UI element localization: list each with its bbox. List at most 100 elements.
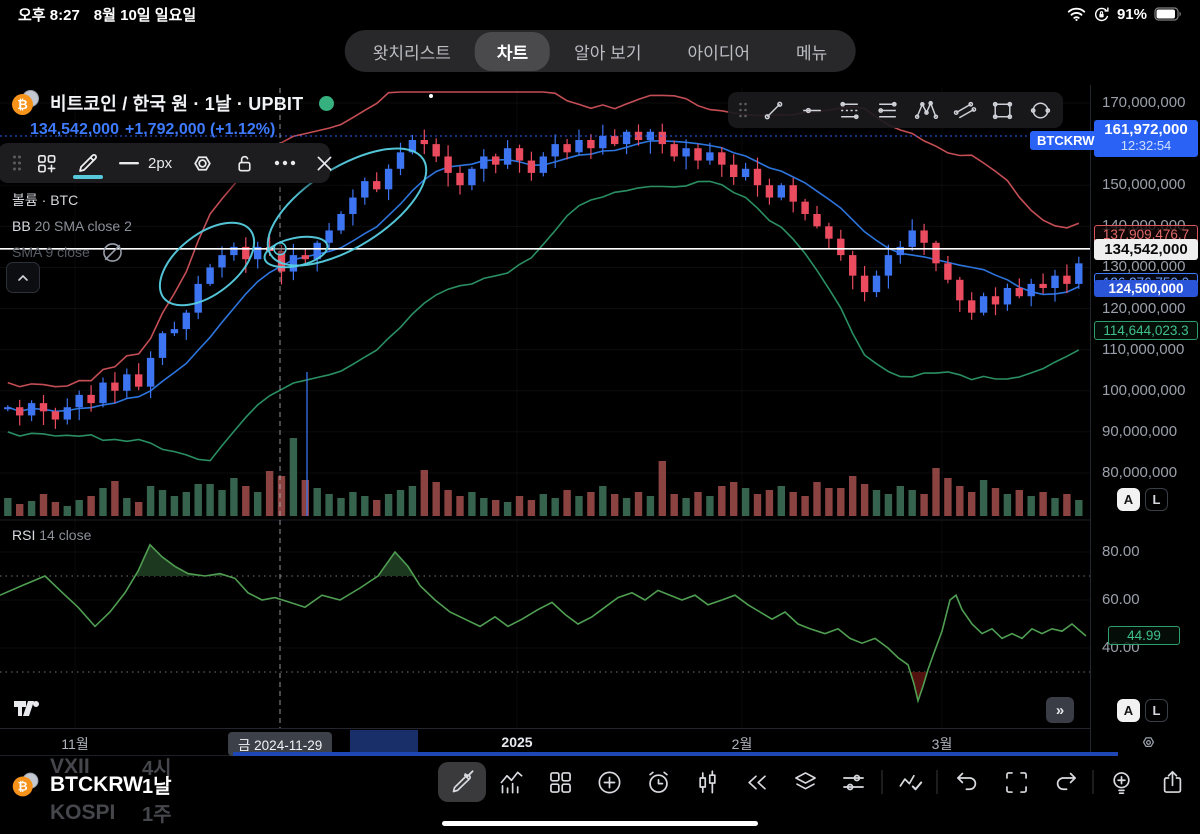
tab-ideas[interactable]: 아이디어 [665, 32, 772, 71]
last-price: 134,542,000 [30, 121, 119, 138]
save-template-icon[interactable] [26, 146, 67, 180]
wheel-item-below[interactable]: KOSPI 1주 [50, 800, 172, 827]
chart-settings-button[interactable] [836, 765, 870, 799]
mouse-cursor-dot [429, 94, 433, 98]
tab-explore[interactable]: 알아 보기 [552, 32, 663, 71]
clock: 오후 8:27 [18, 6, 80, 24]
auto-scale-button[interactable]: A [1117, 488, 1140, 511]
trend-line-icon[interactable] [759, 96, 788, 124]
home-indicator[interactable] [442, 821, 758, 826]
indicators-button[interactable] [494, 765, 528, 799]
pane-maximize-button[interactable]: » [1046, 697, 1074, 723]
ellipse-icon[interactable] [1026, 96, 1055, 124]
price-tick: 170,000,000 [1102, 94, 1186, 111]
fib-retracement-icon[interactable] [835, 96, 864, 124]
price-tick: 80,000,000 [1102, 464, 1178, 481]
alert-button[interactable] [641, 765, 675, 799]
toolbar-divider [1092, 770, 1094, 794]
bar-replay-button[interactable] [739, 765, 773, 799]
line-width-label: 2px [148, 154, 173, 172]
unlock-icon[interactable] [224, 146, 265, 180]
parallel-channel-icon[interactable] [950, 96, 979, 124]
price-axis[interactable]: 170,000,000150,000,000140,000,000130,000… [1090, 85, 1200, 756]
eye-off-icon[interactable] [100, 240, 125, 265]
publish-idea-button[interactable] [1104, 765, 1138, 799]
price-tick: 100,000,000 [1102, 381, 1186, 399]
drag-handle-icon[interactable] [8, 146, 26, 180]
volume-legend[interactable]: 볼륨 · BTC [12, 192, 79, 208]
time-label: 2월 [731, 736, 753, 752]
bitcoin-icon: ₿ [12, 90, 42, 116]
draw-button[interactable] [438, 762, 486, 802]
rsi-tick: 60.00 [1102, 591, 1140, 608]
rsi-legend[interactable]: RSI 14 close [12, 527, 92, 543]
horizontal-ray-icon[interactable] [797, 96, 826, 124]
drawings-visibility-button[interactable] [893, 765, 927, 799]
auto-scale-button[interactable]: A [1117, 699, 1140, 722]
time-label: 2025 [501, 734, 533, 750]
price-badge-fill-blue: 124,500,000 [1094, 280, 1198, 298]
wheel-item-above[interactable]: VXII 4시 [50, 754, 172, 781]
pane-divider-highlight[interactable] [233, 752, 1118, 756]
bb-legend[interactable]: BB 20 SMA close 2 [12, 218, 132, 234]
rsi-tick: 80.00 [1102, 543, 1140, 560]
symbol-title[interactable]: 비트코인 / 한국 원 · 1날 · UPBIT [50, 94, 304, 114]
last-price-symbol-tag: BTCKRW [1030, 131, 1102, 150]
color-pencil-button[interactable] [67, 146, 109, 180]
battery-percent: 91% [1116, 5, 1147, 23]
share-button[interactable] [1155, 765, 1189, 799]
bitcoin-icon: ₿ [12, 772, 42, 797]
object-tree-button[interactable] [788, 765, 822, 799]
log-scale-button[interactable]: L [1145, 699, 1168, 722]
date: 8월 10일 일요일 [93, 6, 197, 24]
symbol-price-row: 134,542,000 +1,792,000 (+1.12%) [30, 121, 334, 139]
orientation-lock-icon [1093, 6, 1110, 23]
collapse-legend-button[interactable] [6, 262, 40, 293]
symbol-header[interactable]: ₿ 비트코인 / 한국 원 · 1날 · UPBIT 134,542,000 +1… [12, 90, 335, 139]
chart-type-button[interactable] [690, 765, 724, 799]
tab-menu[interactable]: 메뉴 [774, 32, 849, 71]
price-badge-countdown: 161,972,000 12:32:54 [1094, 120, 1198, 157]
price-tick: 130,000,000 [1102, 258, 1186, 276]
redo-button[interactable] [1048, 765, 1082, 799]
rsi-value-badge: 44.99 [1108, 626, 1180, 646]
price-change: +1,792,000 (+1.12%) [124, 121, 276, 138]
time-label: 11월 [61, 736, 89, 752]
line-width-button[interactable]: 2px [109, 146, 181, 180]
toolbar-divider [881, 770, 883, 794]
drag-handle-icon[interactable] [736, 101, 750, 119]
style-settings-icon[interactable] [181, 146, 224, 180]
wifi-icon [1067, 7, 1086, 21]
price-tick: 90,000,000 [1102, 422, 1178, 440]
price-badge-outline-green: 114,644,023.3 [1094, 320, 1198, 340]
time-label: 3월 [931, 736, 953, 752]
log-scale-button[interactable]: L [1145, 488, 1168, 511]
symbol-timeframe-picker[interactable]: ₿ BTCKRW 1날 [12, 770, 172, 799]
parallel-lines-icon[interactable] [873, 96, 902, 124]
price-tick: 110,000,000 [1102, 340, 1185, 358]
sma-legend[interactable]: SMA 9 close [12, 239, 132, 265]
toolbar-divider [936, 770, 938, 794]
chart-canvas[interactable] [0, 0, 1090, 757]
tab-chart[interactable]: 차트 [474, 31, 551, 71]
fullscreen-button[interactable] [999, 765, 1033, 799]
rectangle-icon[interactable] [988, 96, 1017, 124]
market-open-dot [319, 95, 335, 111]
add-symbol-button[interactable] [592, 765, 626, 799]
price-tick: 120,000,000 [1102, 299, 1186, 317]
price-badge-white: 134,542,000 [1094, 238, 1198, 260]
close-icon[interactable] [305, 146, 344, 180]
tab-watchlist[interactable]: 왓치리스트 [351, 32, 473, 71]
axis-divider [1090, 85, 1091, 756]
xabcd-pattern-icon[interactable] [912, 96, 941, 124]
axis-settings-icon[interactable] [1140, 734, 1157, 751]
undo-button[interactable] [950, 765, 984, 799]
price-tick: 150,000,000 [1102, 176, 1186, 194]
replay-selection-highlight [350, 730, 418, 756]
layout-button[interactable] [543, 765, 577, 799]
more-options-icon[interactable] [265, 146, 305, 180]
